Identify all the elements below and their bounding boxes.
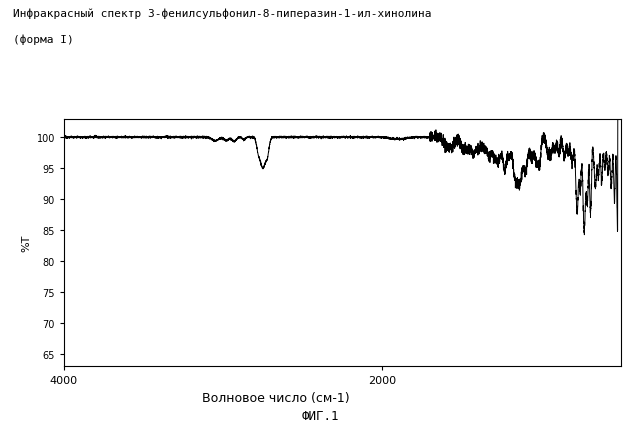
X-axis label: Волновое число (см-1): Волновое число (см-1) [202,391,349,404]
Text: ФИГ.1: ФИГ.1 [301,409,339,422]
Text: Инфракрасный спектр 3-фенилсульфонил-8-пиперазин-1-ил-хинолина: Инфракрасный спектр 3-фенилсульфонил-8-п… [13,9,431,19]
Y-axis label: %T: %T [21,234,31,251]
Text: (форма I): (форма I) [13,34,74,45]
